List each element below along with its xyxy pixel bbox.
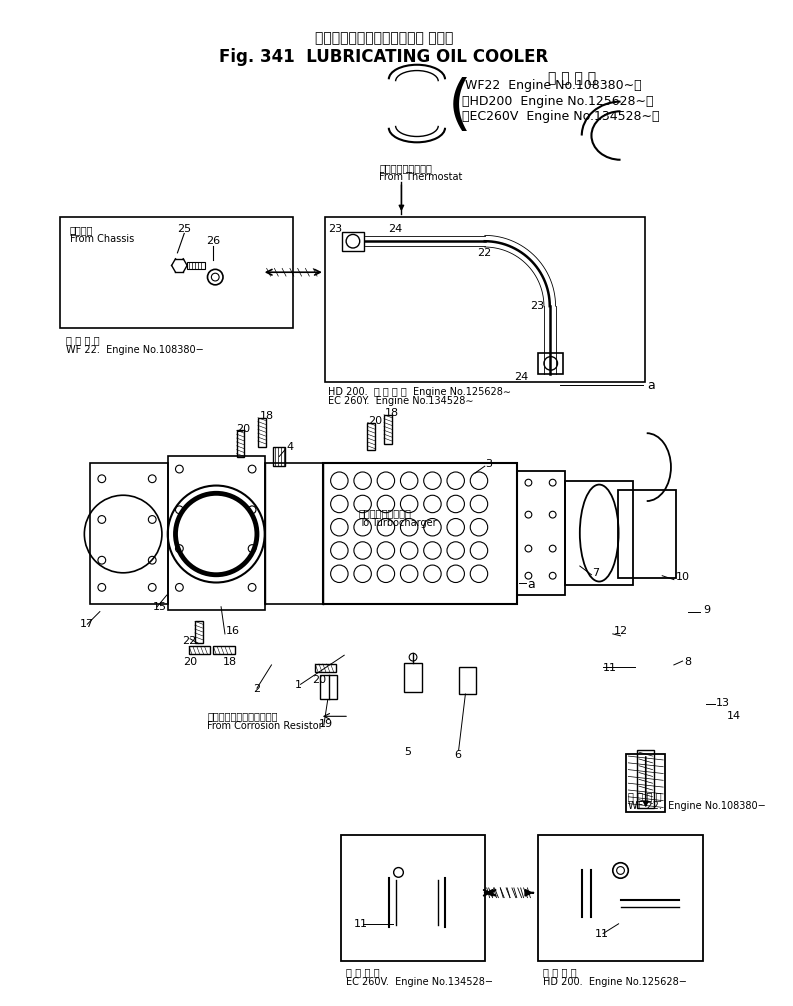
Text: 16: 16: [226, 626, 240, 636]
Bar: [187, 262, 205, 270]
Text: 2: 2: [253, 684, 260, 694]
Text: 4: 4: [286, 442, 293, 452]
Text: From Corrosion Resistor: From Corrosion Resistor: [208, 721, 323, 731]
Text: 車体から: 車体から: [70, 224, 94, 234]
Text: 17: 17: [79, 620, 94, 630]
Text: 24: 24: [388, 223, 402, 233]
Text: 24: 24: [514, 372, 528, 382]
Bar: [258, 417, 266, 447]
Bar: [384, 414, 392, 444]
Text: 8: 8: [684, 657, 691, 667]
Bar: [323, 463, 517, 604]
Text: WF22  Engine No.108380∼）: WF22 Engine No.108380∼）: [465, 79, 642, 93]
Text: 適 用 号 機: 適 用 号 機: [628, 791, 662, 801]
Bar: [341, 835, 485, 961]
Text: 13: 13: [715, 698, 730, 708]
Bar: [565, 481, 633, 585]
Text: 11: 11: [603, 663, 617, 673]
Text: 14: 14: [727, 711, 741, 721]
Text: EC 260V.  Engine No.134528−: EC 260V. Engine No.134528−: [346, 977, 493, 987]
Text: 10: 10: [676, 571, 690, 581]
Text: ルーブリケーティングオイル クーラ: ルーブリケーティングオイル クーラ: [315, 31, 453, 45]
Text: 15: 15: [153, 602, 167, 612]
Text: 11: 11: [595, 929, 608, 939]
Bar: [325, 217, 645, 382]
Bar: [626, 754, 665, 812]
Text: 適 用 号 機: 適 用 号 機: [548, 71, 596, 86]
Text: 18: 18: [385, 408, 399, 417]
Text: 12: 12: [614, 626, 628, 636]
Text: From Chassis: From Chassis: [70, 234, 134, 244]
Text: a: a: [527, 577, 535, 591]
Text: 7: 7: [592, 568, 600, 578]
Text: 18: 18: [223, 657, 237, 667]
Text: コロージョンレジスタから: コロージョンレジスタから: [208, 711, 278, 721]
Text: 23: 23: [531, 302, 545, 311]
Bar: [538, 835, 703, 961]
Text: 20: 20: [312, 675, 327, 685]
Bar: [637, 750, 654, 809]
Text: 適 用 号 機: 適 用 号 機: [346, 968, 380, 978]
Text: 適 用 号 機: 適 用 号 機: [66, 335, 100, 345]
Text: 22: 22: [477, 248, 492, 258]
Text: サーモスタットから: サーモスタットから: [379, 163, 432, 173]
Text: WF 22.  Engine No.108380−: WF 22. Engine No.108380−: [66, 345, 204, 355]
Bar: [274, 447, 285, 466]
Bar: [168, 457, 265, 610]
Text: Fig. 341  LUBRICATING OIL COOLER: Fig. 341 LUBRICATING OIL COOLER: [220, 48, 549, 66]
Text: (: (: [447, 77, 472, 137]
Text: 23: 23: [328, 223, 342, 233]
Text: 6: 6: [454, 750, 462, 761]
Text: （HD200  Engine No.125628∼）: （HD200 Engine No.125628∼）: [462, 95, 653, 108]
Text: 20: 20: [183, 657, 197, 667]
Text: （EC260V  Engine No.134528∼）: （EC260V Engine No.134528∼）: [462, 111, 659, 124]
Bar: [343, 231, 364, 250]
Text: 20: 20: [236, 425, 251, 435]
Text: 19: 19: [319, 719, 333, 729]
Text: 9: 9: [703, 605, 710, 615]
Bar: [265, 463, 323, 604]
Text: 20: 20: [369, 415, 382, 426]
Text: 5: 5: [404, 747, 412, 758]
Text: 11: 11: [354, 918, 368, 929]
Text: From Thermostat: From Thermostat: [379, 172, 462, 182]
Text: 26: 26: [206, 236, 220, 246]
Text: ターボチャージャへ: ターボチャージャへ: [358, 508, 412, 518]
Text: 25: 25: [178, 223, 192, 233]
Bar: [458, 667, 476, 694]
Text: HD 200.  適 用 号 機  Engine No.125628∼: HD 200. 適 用 号 機 Engine No.125628∼: [328, 386, 511, 396]
Bar: [538, 353, 563, 374]
Bar: [320, 675, 337, 699]
Bar: [367, 423, 375, 450]
Text: a: a: [648, 379, 656, 392]
Text: HD 200.  Engine No.125628−: HD 200. Engine No.125628−: [543, 977, 687, 987]
Text: 22: 22: [182, 636, 197, 646]
Text: 18: 18: [260, 410, 274, 421]
Text: To Turbocharger: To Turbocharger: [358, 517, 436, 527]
Text: 3: 3: [485, 460, 492, 470]
Bar: [236, 431, 244, 458]
Bar: [315, 664, 336, 672]
Bar: [90, 463, 168, 604]
Bar: [404, 663, 422, 692]
Bar: [213, 647, 235, 654]
Text: 適 用 号 機: 適 用 号 機: [543, 968, 577, 978]
Text: 1: 1: [295, 680, 302, 690]
Bar: [60, 217, 293, 329]
Bar: [517, 471, 565, 596]
Text: EC 260Y.  Engine No.134528∼: EC 260Y. Engine No.134528∼: [328, 396, 473, 406]
Bar: [618, 490, 676, 577]
Bar: [195, 622, 203, 643]
Text: WF 22.  Engine No.108380−: WF 22. Engine No.108380−: [628, 801, 766, 811]
Bar: [189, 647, 210, 654]
